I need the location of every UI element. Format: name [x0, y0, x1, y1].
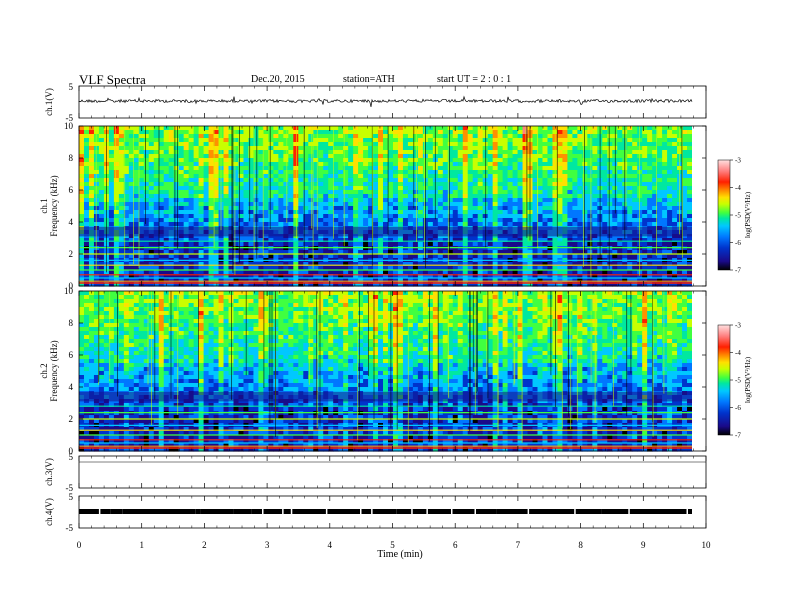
- ch3-ylabel: ch.3(V): [44, 458, 54, 486]
- ch3-ytick-bottom: -5: [66, 483, 74, 493]
- figure-title: VLF Spectra: [79, 72, 146, 87]
- time-axis: 0 1 2 3 4 5 6 7 8 9 10: [77, 86, 711, 550]
- time-tick-label: 5: [390, 540, 395, 550]
- ch1-waveform-panel: 5 -5 ch.1(V): [44, 82, 707, 123]
- ch1-waveform-line: [78, 95, 693, 107]
- colorbar-tick-label: -6: [735, 404, 741, 412]
- ch2-colorbar-ticks: -3 -4 -5 -6 -7: [730, 322, 741, 440]
- station-label: station=ATH: [343, 74, 395, 85]
- colorbar-tick-label: -7: [735, 432, 741, 440]
- ch4-signal-bar: [79, 509, 692, 514]
- colorbar-tick-label: -3: [735, 322, 741, 330]
- freq-tick-label: 10: [64, 286, 74, 296]
- ch2-spec-ylabel-bottom: Frequency (kHz): [49, 340, 59, 401]
- time-tick-label: 4: [328, 540, 333, 550]
- freq-tick-label: 10: [64, 121, 74, 131]
- ch2-freq-ticks: 0 2 4 6 8 10: [64, 286, 706, 456]
- date-label: Dec.20, 2015: [251, 74, 305, 85]
- time-tick-label: 10: [702, 540, 712, 550]
- ch3-waveform-panel: 5 -5 ch.3(V): [44, 452, 707, 493]
- time-tick-label: 8: [578, 540, 583, 550]
- start-time-label: start UT = 2 : 0 : 1: [437, 74, 512, 85]
- ch2-colorbar-label: log(PSD(V²/Hz): [744, 356, 752, 403]
- ch2-colorbar-gradient: [717, 324, 731, 436]
- time-tick-label: 6: [453, 540, 458, 550]
- colorbar-tick-label: -4: [735, 184, 741, 192]
- freq-tick-label: 6: [69, 185, 74, 195]
- time-tick-label: 7: [516, 540, 521, 550]
- ch2-spec-ylabel-top: ch.2: [39, 363, 49, 378]
- ch1-colorbar-gradient: [717, 159, 731, 271]
- time-tick-label: 9: [641, 540, 646, 550]
- ch1-freq-ticks: 0 2 4 6 8 10: [64, 121, 706, 291]
- colorbar-tick-label: -4: [735, 349, 741, 357]
- ch2-colorbar: -3 -4 -5 -6 -7 log(PSD(V²/Hz): [717, 322, 752, 440]
- ch1-colorbar-ticks: -3 -4 -5 -6 -7: [730, 157, 741, 275]
- freq-tick-label: 2: [69, 414, 74, 424]
- ch2-spectrogram-image: [79, 291, 706, 452]
- ch4-ytick-bottom: -5: [66, 523, 74, 533]
- ch1-colorbar-label: log(PSD(V²/Hz): [744, 191, 752, 238]
- freq-tick-label: 8: [69, 153, 74, 163]
- time-tick-label: 2: [202, 540, 207, 550]
- colorbar-tick-label: -5: [735, 212, 741, 220]
- ch1-colorbar: -3 -4 -5 -6 -7 log(PSD(V²/Hz): [717, 157, 752, 275]
- ch1-spec-ylabel-top: ch.1: [39, 198, 49, 213]
- freq-tick-label: 0: [69, 446, 74, 456]
- freq-tick-label: 4: [69, 382, 74, 392]
- ch1-spec-ylabel-bottom: Frequency (kHz): [49, 175, 59, 236]
- ch1-ytick-bottom: -5: [66, 113, 74, 123]
- freq-tick-label: 2: [69, 249, 74, 259]
- ch2-spectrogram-panel: 0 2 4 6 8 10 ch.2 Frequency (kHz): [39, 286, 707, 456]
- ch3-ytick-top: 5: [69, 452, 74, 462]
- time-tick-label: 3: [265, 540, 270, 550]
- time-axis-label: Time (min): [377, 549, 422, 560]
- ch1-spectrogram-panel: 0 2 4 6 8 10 ch.1 Frequency (kHz): [39, 121, 707, 291]
- ch1-spectrogram-image: [79, 126, 706, 287]
- ch4-ytick-top: 5: [69, 492, 74, 502]
- ch4-waveform-panel: 5 -5 ch.4(V): [44, 492, 707, 533]
- time-tick-label: 1: [139, 540, 144, 550]
- colorbar-tick-label: -5: [735, 377, 741, 385]
- freq-tick-label: 0: [69, 281, 74, 291]
- ch1-ytick-top: 5: [69, 82, 74, 92]
- time-tick-label: 0: [77, 540, 82, 550]
- ch1-ylabel: ch.1(V): [44, 88, 54, 116]
- freq-tick-label: 8: [69, 318, 74, 328]
- colorbar-tick-label: -6: [735, 239, 741, 247]
- colorbar-tick-label: -3: [735, 157, 741, 165]
- freq-tick-label: 4: [69, 217, 74, 227]
- freq-tick-label: 6: [69, 350, 74, 360]
- colorbar-tick-label: -7: [735, 267, 741, 275]
- ch4-ylabel: ch.4(V): [44, 498, 54, 526]
